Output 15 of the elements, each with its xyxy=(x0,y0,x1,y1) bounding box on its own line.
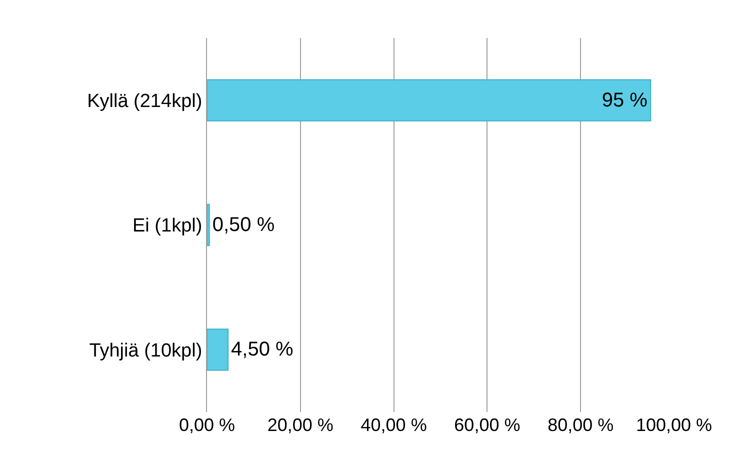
y-tick-label: Kyllä (214kpl) xyxy=(87,90,202,112)
y-tick-label: Ei (1kpl) xyxy=(132,216,202,237)
x-tick-label: 20,00 % xyxy=(267,415,334,435)
y-tick-label: Tyhjiä (10kpl) xyxy=(89,340,202,362)
x-tick-label: 0,00 % xyxy=(178,415,236,435)
data-label: 0,50 % xyxy=(212,214,275,236)
bar xyxy=(207,328,229,371)
bar xyxy=(207,79,652,122)
data-label: 95 % xyxy=(602,89,648,112)
x-tick-label: 100,00 % xyxy=(636,415,712,435)
x-tick-label: 40,00 % xyxy=(360,415,427,435)
x-tick-label: 80,00 % xyxy=(548,415,614,435)
data-label: 4,50 % xyxy=(231,338,294,361)
x-tick-label: 60,00 % xyxy=(454,415,520,435)
bar xyxy=(207,204,210,246)
